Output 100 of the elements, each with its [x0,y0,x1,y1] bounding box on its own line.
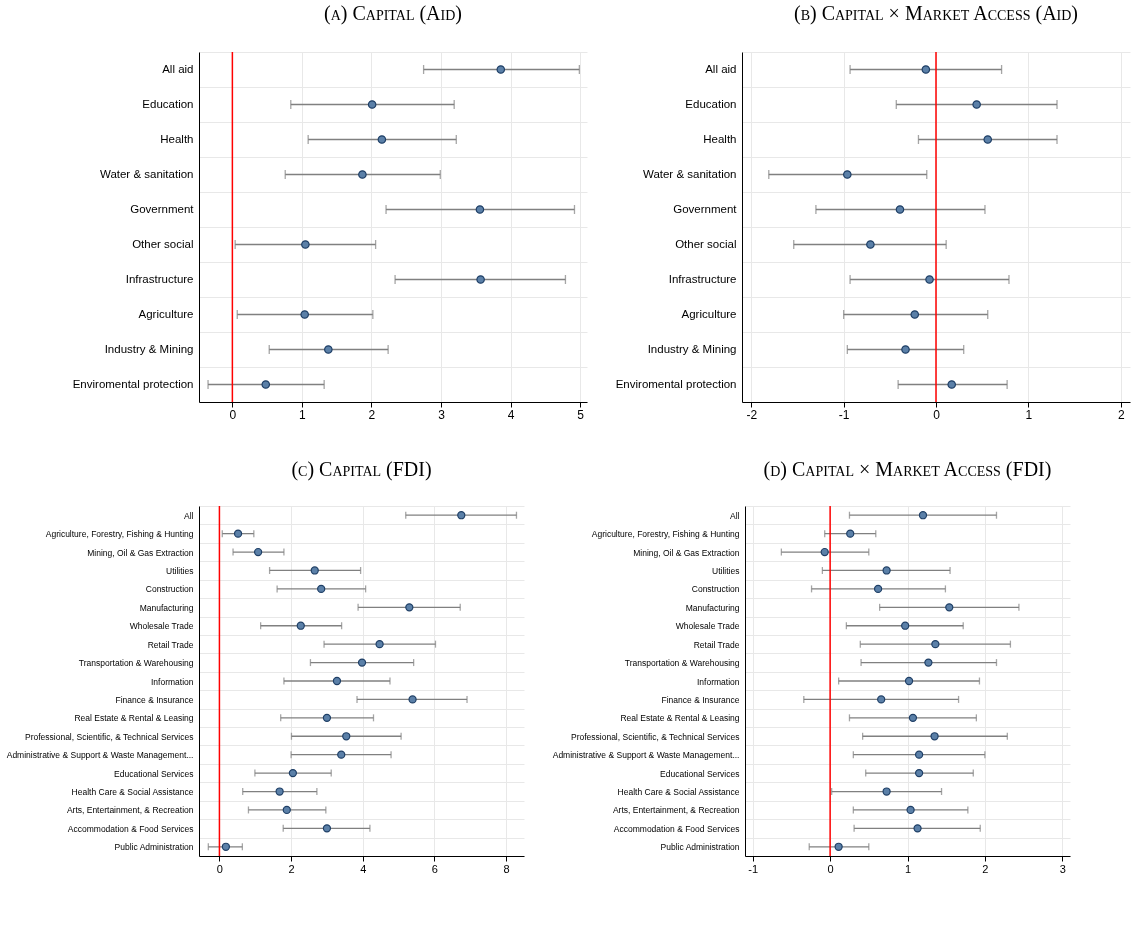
point [866,240,875,249]
y-tick-label: Arts, Entertainment, & Recreation [612,805,740,816]
y-tick-label: Other social [132,238,194,250]
point [322,824,332,833]
chart-title: (d) Capital × Market Access (FDI) [763,458,1052,481]
y-tick-label: All aid [705,63,737,75]
point [947,380,957,389]
y-tick-label: Real Estate & Rental & Leasing [74,713,194,724]
point [846,529,855,538]
y-tick-label: Administrative & Support & Waste Management... [6,750,194,761]
y-tick-label: All [184,510,194,521]
x-tick-label: 1 [904,862,912,875]
point [901,345,910,354]
point [375,640,384,649]
y-tick-label: Finance & Insurance [115,694,194,705]
y-tick-label: Public Administration [114,842,194,853]
y-tick-label: Industry & Mining [647,343,737,355]
point [300,310,309,319]
point [882,787,891,796]
y-tick-label: Public Administration [660,842,740,853]
point [914,750,924,759]
point [931,640,940,649]
x-tick-label: 5 [577,407,585,422]
y-tick-label: Information [696,676,740,687]
y-tick-label: Agriculture [681,308,737,320]
y-tick-label: Real Estate & Rental & Leasing [620,713,740,724]
y-tick-label: Other social [675,238,737,250]
point [322,713,332,722]
x-tick-label: 0 [827,862,834,875]
point [475,205,485,214]
point [457,511,466,520]
chart-title: (b) Capital × Market Access (Aid) [793,2,1079,25]
y-tick-label: Health [160,133,194,145]
x-tick-label: 0 [933,407,941,422]
y-tick-label: Infrastructure [125,273,194,285]
point [261,380,271,389]
y-tick-label: Professional, Scientific, & Technical Services [570,731,740,742]
y-tick-label: Accommodation & Food Services [613,823,740,834]
point [337,750,346,759]
point [983,135,993,144]
point [882,566,891,575]
y-tick-label: Industry & Mining [104,343,194,355]
x-tick-label: 2 [368,407,376,422]
y-tick-label: Utilities [166,565,194,576]
y-tick-label: Administrative & Support & Waste Management... [552,750,740,761]
y-tick-label: Agriculture [138,308,194,320]
y-tick-label: Wholesale Trade [675,621,740,632]
y-tick-label: Agriculture, Forestry, Fishing & Hunting [45,529,194,540]
point [496,65,506,74]
x-tick-label: 3 [1059,862,1066,875]
y-tick-label: Information [150,676,194,687]
y-tick-label: Manufacturing [685,602,740,613]
y-tick-label: Health Care & Social Assistance [71,787,194,798]
x-tick-label: 2 [982,862,989,875]
y-tick-label: Wholesale Trade [129,621,194,632]
y-tick-label: Accommodation & Food Services [67,823,194,834]
y-tick-label: Mining, Oil & Gas Extraction [87,547,194,558]
point [945,603,954,612]
y-tick-label: Mining, Oil & Gas Extraction [633,547,740,558]
point [342,732,351,741]
point [296,621,305,630]
x-tick-label: 8 [503,862,510,875]
y-tick-label: Educational Services [114,768,194,779]
y-tick-label: Retail Trade [693,639,740,650]
point [357,658,367,667]
y-tick-label: Infrastructure [668,273,737,285]
point [834,842,843,851]
y-tick-label: Construction [145,584,194,595]
point [921,65,931,74]
point [914,768,924,778]
x-tick-label: 2 [1117,407,1125,422]
point [930,732,939,741]
chart-title: (a) Capital (Aid) [324,2,462,25]
y-tick-label: Education [685,98,737,110]
y-tick-label: Water & sanitation [99,168,194,180]
y-tick-label: Professional, Scientific, & Technical Services [24,731,194,742]
point [873,584,883,594]
point [253,547,263,557]
x-tick-label: 4 [360,862,367,875]
point [275,787,284,796]
y-tick-label: Water & sanitation [642,168,737,180]
y-tick-label: All [730,510,740,521]
point [925,275,934,284]
point [906,805,915,815]
point [908,713,918,722]
point [221,842,231,851]
point [901,621,910,630]
point [877,695,886,704]
y-tick-label: Agriculture, Forestry, Fishing & Hunting [591,529,740,540]
y-tick-label: Enviromental protection [72,378,194,390]
y-tick-label: Construction [691,584,740,595]
x-tick-label: 6 [431,862,438,875]
point [377,135,387,144]
point [972,100,981,109]
point [324,345,333,354]
x-tick-label: 2 [288,862,295,875]
x-tick-label: 3 [438,407,446,422]
x-tick-label: -1 [838,407,850,422]
point [910,310,920,319]
point [924,658,933,667]
